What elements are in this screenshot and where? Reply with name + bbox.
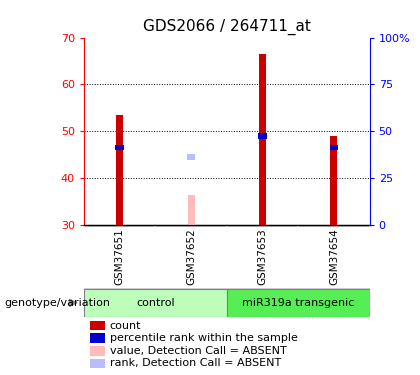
Title: GDS2066 / 264711_at: GDS2066 / 264711_at bbox=[143, 18, 311, 35]
Bar bbox=[330, 145, 338, 150]
Bar bbox=[116, 115, 123, 225]
Bar bbox=[259, 54, 266, 225]
Text: miR319a transgenic: miR319a transgenic bbox=[242, 298, 354, 308]
Text: count: count bbox=[110, 321, 141, 331]
Bar bbox=[90, 333, 105, 343]
Text: percentile rank within the sample: percentile rank within the sample bbox=[110, 333, 298, 343]
Text: GSM37652: GSM37652 bbox=[186, 228, 196, 285]
Text: GSM37653: GSM37653 bbox=[257, 228, 268, 285]
Bar bbox=[187, 154, 195, 160]
Bar bbox=[116, 145, 124, 150]
Text: GSM37651: GSM37651 bbox=[115, 228, 125, 285]
Bar bbox=[227, 289, 370, 317]
Bar bbox=[188, 195, 195, 225]
Bar bbox=[84, 289, 227, 317]
Text: rank, Detection Call = ABSENT: rank, Detection Call = ABSENT bbox=[110, 358, 281, 368]
Bar bbox=[90, 358, 105, 368]
Text: genotype/variation: genotype/variation bbox=[4, 298, 110, 308]
Bar bbox=[258, 133, 267, 139]
Bar bbox=[331, 136, 338, 225]
Text: GSM37654: GSM37654 bbox=[329, 228, 339, 285]
Bar bbox=[90, 321, 105, 330]
Text: value, Detection Call = ABSENT: value, Detection Call = ABSENT bbox=[110, 346, 286, 356]
Bar bbox=[90, 346, 105, 355]
Text: control: control bbox=[136, 298, 175, 308]
